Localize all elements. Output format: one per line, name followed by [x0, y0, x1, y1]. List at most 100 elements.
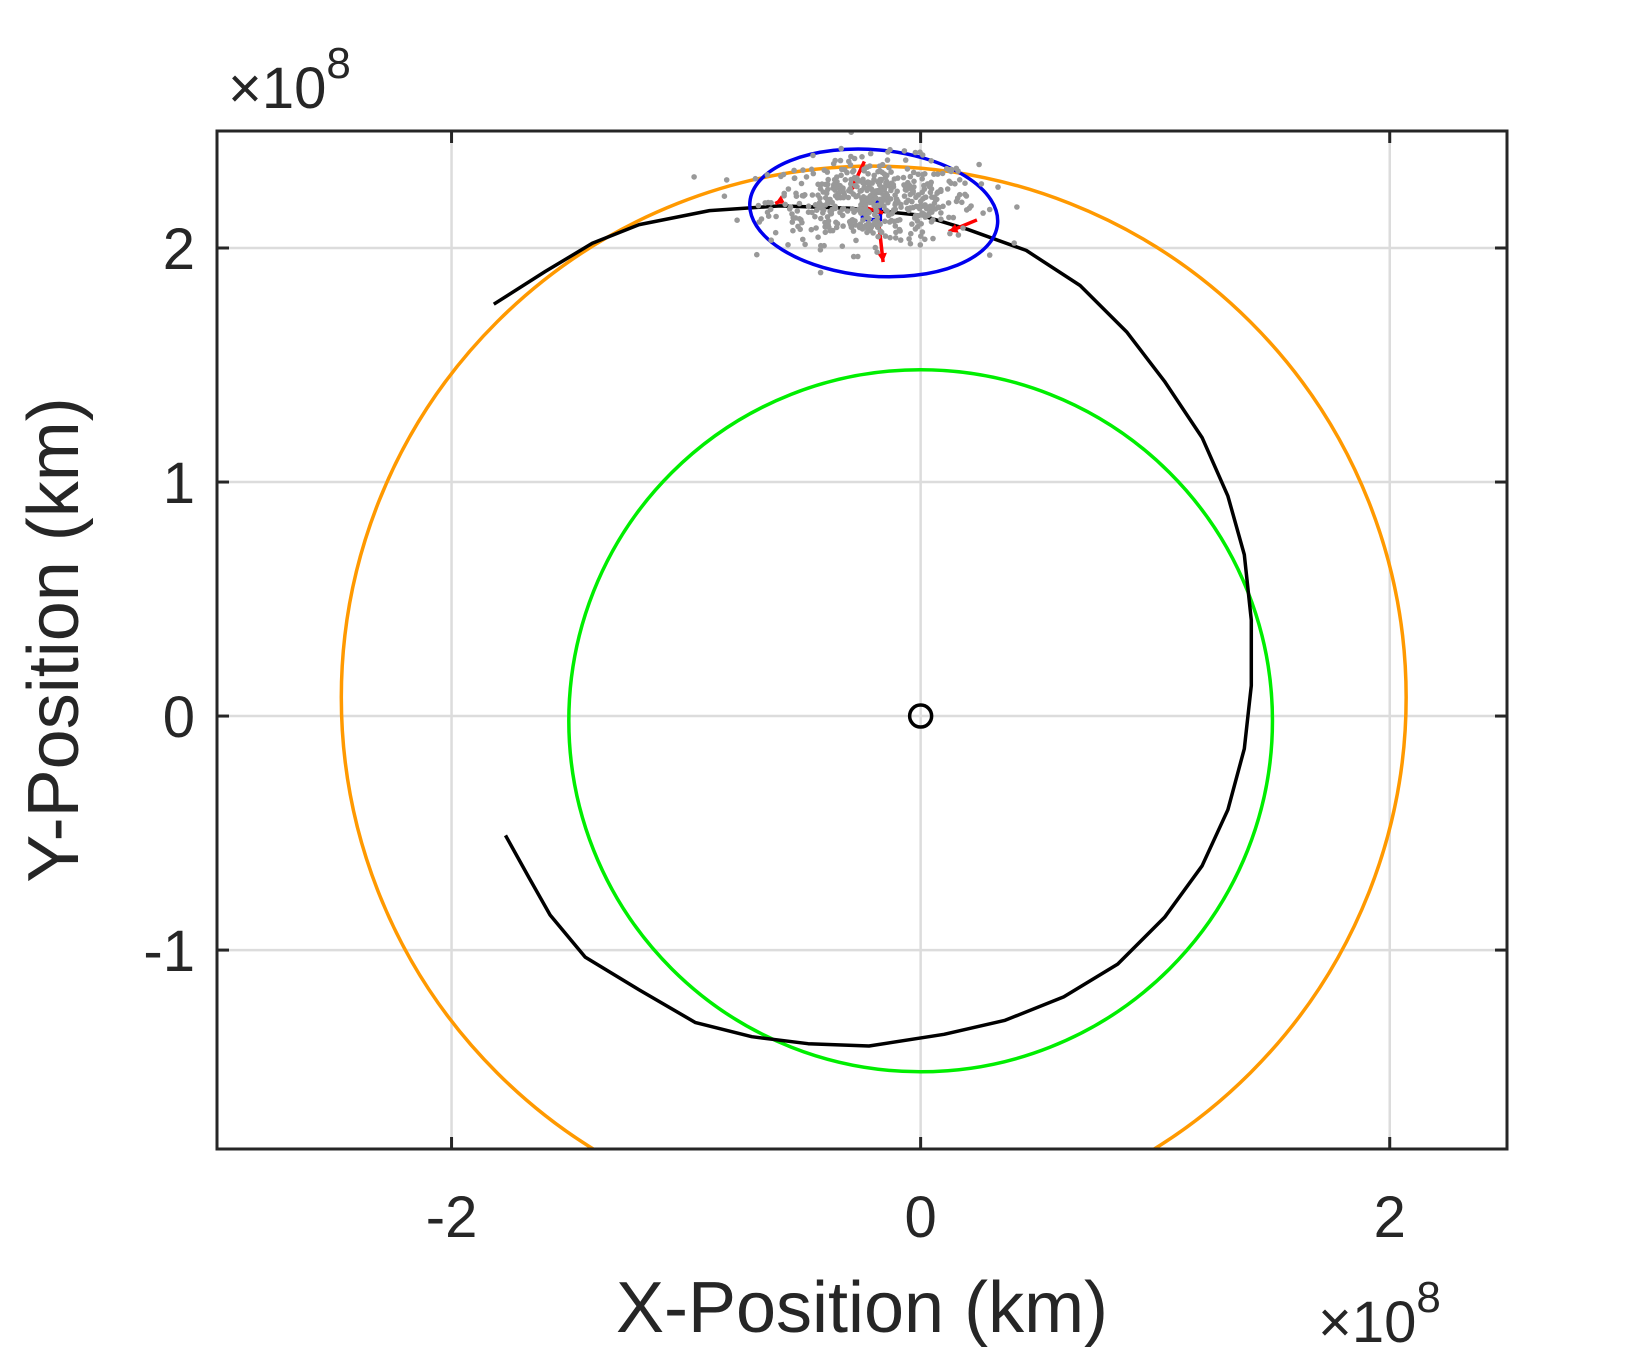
- scatter-point: [820, 210, 826, 216]
- scatter-point: [910, 169, 917, 176]
- scatter-point: [772, 229, 779, 236]
- scatter-point: [839, 243, 846, 249]
- scatter-point: [854, 177, 861, 183]
- data-layer: [339, 131, 1408, 1149]
- scatter-point: [911, 178, 917, 185]
- scatter-point: [901, 148, 908, 154]
- scatter-point: [928, 158, 934, 164]
- scatter-point: [803, 174, 810, 180]
- scatter-point: [838, 172, 844, 179]
- scatter-point: [966, 205, 973, 211]
- scatter-point: [839, 206, 846, 212]
- scatter-point: [821, 167, 828, 173]
- scatter-point: [879, 196, 885, 202]
- scatter-point: [798, 180, 805, 187]
- scatter-point: [986, 206, 993, 213]
- scatter-point: [809, 192, 816, 198]
- scatter-point: [789, 211, 795, 217]
- scatter-point: [834, 174, 840, 180]
- velocity-arrowhead: [948, 223, 959, 233]
- scatter-point: [922, 236, 928, 243]
- scatter-point: [755, 202, 762, 209]
- scatter-point: [818, 215, 824, 222]
- scatter-point: [805, 203, 812, 209]
- scatter-point: [962, 180, 968, 186]
- scatter-point: [946, 178, 952, 185]
- scatter-point: [858, 187, 865, 194]
- scatter-point: [915, 192, 922, 198]
- scatter-point: [825, 186, 831, 193]
- scatter-point: [879, 169, 885, 176]
- scatter-point: [910, 190, 916, 196]
- scatter-point: [857, 223, 864, 229]
- scatter-point: [834, 195, 841, 201]
- scatter-point: [887, 196, 894, 202]
- scatter-point: [908, 185, 914, 191]
- scatter-point: [809, 209, 815, 216]
- scatter-point: [919, 152, 926, 158]
- scatter-point: [887, 146, 893, 153]
- scatter-point: [762, 200, 768, 206]
- scatter-point: [808, 226, 815, 233]
- scatter-point: [800, 236, 806, 243]
- scatter-point: [819, 181, 825, 187]
- scatter-point: [939, 170, 946, 177]
- y-axis-title: Y-Position (km): [14, 397, 94, 882]
- scatter-point: [888, 169, 894, 175]
- scatter-point: [882, 233, 889, 239]
- scatter-point: [756, 219, 763, 225]
- orange-orbit-circle: [339, 164, 1408, 1149]
- scatter-point: [791, 175, 798, 181]
- x-tick-label: 2: [1374, 1185, 1406, 1250]
- scatter-point: [923, 205, 930, 212]
- scatter-point: [872, 244, 879, 251]
- scatter-point: [810, 170, 817, 177]
- scatter-point: [840, 187, 846, 194]
- scatter-point: [787, 204, 794, 210]
- scatter-point: [852, 182, 859, 189]
- scatter-point: [837, 157, 844, 164]
- sun-marker: [907, 703, 934, 729]
- scatter-point: [817, 186, 824, 192]
- scatter-point: [832, 184, 839, 190]
- scatter-point: [882, 218, 888, 225]
- scatter-point: [754, 251, 760, 258]
- scatter-point: [877, 228, 884, 234]
- scatter-point: [950, 214, 957, 221]
- scatter-point: [860, 197, 867, 204]
- scatter-point: [952, 181, 958, 187]
- scatter-point: [812, 213, 818, 220]
- scatter-point: [918, 221, 924, 227]
- scatter-point: [995, 184, 1001, 190]
- scatter-point: [938, 216, 944, 222]
- scatter-point: [891, 207, 898, 213]
- scatter-point: [800, 167, 806, 173]
- scatter-point: [893, 229, 899, 236]
- scatter-point: [882, 184, 888, 190]
- velocity-arrowhead: [877, 252, 887, 263]
- y-axis-exponent: ×108: [228, 39, 351, 121]
- scatter-point: [844, 169, 850, 176]
- scatter-point: [927, 189, 934, 196]
- scatter-point: [864, 229, 870, 236]
- scatter-point: [848, 176, 854, 183]
- scatter-point: [943, 165, 950, 172]
- scatter-point: [848, 222, 854, 228]
- scatter-point: [781, 190, 787, 197]
- scatter-point: [817, 269, 824, 276]
- series-layer: [339, 131, 1408, 1149]
- scatter-point: [931, 171, 937, 177]
- y-tick-label: 0: [163, 685, 195, 750]
- scatter-point: [865, 171, 871, 177]
- scatter-point: [768, 237, 774, 243]
- scatter-point: [859, 154, 865, 160]
- scatter-point: [905, 197, 911, 204]
- scatter-point: [752, 175, 759, 182]
- scatter-point: [877, 176, 883, 183]
- scatter-point: [780, 171, 787, 178]
- scatter-point: [723, 177, 730, 183]
- scatter-point: [802, 192, 808, 198]
- scatter-point: [797, 226, 803, 233]
- scatter-point: [915, 171, 921, 178]
